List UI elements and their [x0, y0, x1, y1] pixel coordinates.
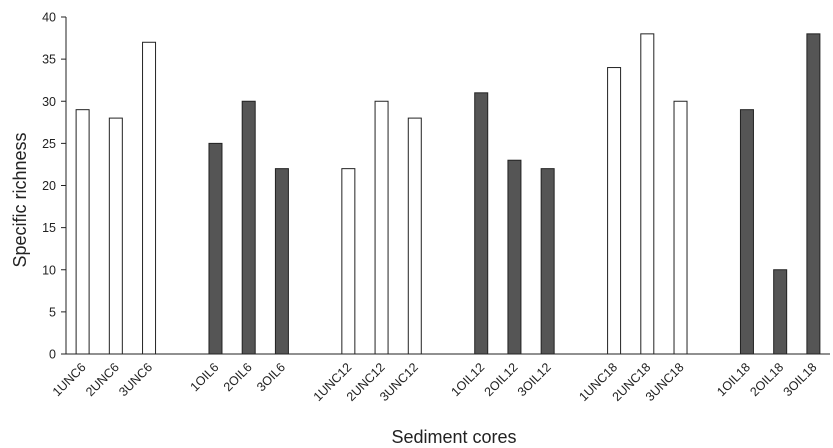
bar-2oil12: [507, 159, 522, 355]
x-tick-label-1unc6: 1UNC6: [50, 360, 89, 399]
x-tick-label-3oil12: 3OIL12: [515, 360, 554, 399]
bar-3oil18: [806, 33, 821, 355]
x-tick-label-3oil18: 3OIL18: [781, 360, 820, 399]
bar-1unc12: [341, 168, 356, 355]
x-axis-title: Sediment cores: [391, 427, 516, 447]
bar-2oil6: [241, 100, 256, 355]
bar-3unc12: [407, 117, 422, 355]
bar-1unc6: [75, 109, 90, 355]
bar-3oil12: [540, 168, 555, 355]
y-tick-label: 10: [42, 263, 56, 277]
y-tick-label: 0: [49, 348, 56, 362]
y-tick-label: 25: [42, 137, 56, 151]
x-tick-label-2oil12: 2OIL12: [482, 360, 521, 399]
bar-3oil6: [274, 168, 289, 355]
bar-3unc18: [673, 100, 688, 355]
bar-1oil12: [474, 92, 489, 355]
bar-2oil18: [773, 269, 788, 355]
bar-1oil18: [739, 109, 754, 355]
bar-2unc6: [108, 117, 123, 355]
y-axis-title: Specific richness: [10, 132, 30, 267]
x-tick-label-2oil18: 2OIL18: [747, 360, 786, 399]
y-tick-label: 35: [42, 53, 56, 67]
bar-2unc12: [374, 100, 389, 355]
x-tick-label-2unc6: 2UNC6: [83, 360, 122, 399]
x-tick-label-2oil6: 2OIL6: [221, 360, 255, 394]
y-axis-ticks: 0 5 10 15 20 25 30 35 40: [42, 11, 66, 362]
x-tick-label-3oil6: 3OIL6: [254, 360, 288, 394]
y-tick-label: 5: [49, 305, 56, 319]
x-tick-label-3unc6: 3UNC6: [116, 360, 155, 399]
bar-2unc18: [640, 33, 655, 355]
x-tick-label-1oil12: 1OIL12: [448, 360, 487, 399]
x-tick-label-1oil18: 1OIL18: [714, 360, 753, 399]
bars: [75, 33, 821, 355]
y-tick-label: 30: [42, 95, 56, 109]
y-tick-label: 40: [42, 11, 56, 25]
y-tick-label: 15: [42, 221, 56, 235]
bar-1unc18: [607, 67, 622, 355]
bar-3unc6: [142, 41, 157, 355]
y-tick-label: 20: [42, 179, 56, 193]
bar-1oil6: [208, 142, 223, 355]
x-tick-label-1oil6: 1OIL6: [188, 360, 222, 394]
